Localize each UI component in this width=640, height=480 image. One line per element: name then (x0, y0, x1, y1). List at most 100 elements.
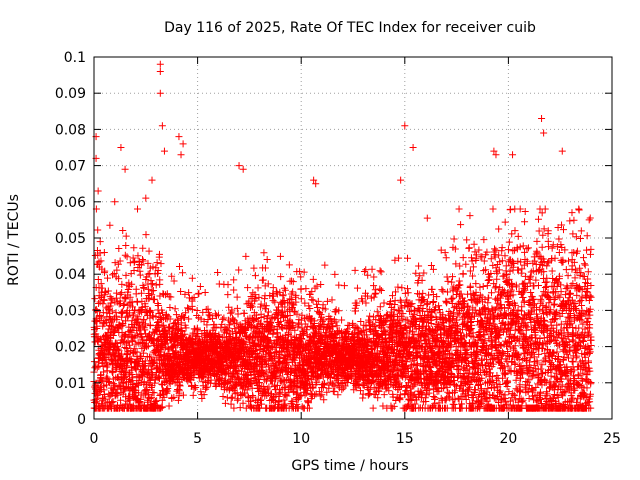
background-point (120, 387, 128, 395)
background-point (103, 274, 111, 282)
background-point (139, 244, 147, 252)
background-point (98, 376, 106, 384)
background-point (113, 316, 121, 324)
background-point (104, 287, 112, 295)
background-point (118, 289, 126, 297)
background-point (113, 289, 121, 297)
background-point (124, 286, 132, 294)
background-point (111, 259, 119, 267)
background-point (128, 317, 136, 325)
background-point (112, 390, 120, 398)
background-point (122, 232, 130, 240)
background-point (127, 357, 135, 365)
background-point (121, 251, 129, 259)
background-point (139, 256, 147, 264)
background-point (115, 381, 123, 389)
background-point (122, 271, 130, 279)
background-point (104, 361, 112, 369)
background-point (103, 373, 111, 381)
background-point (142, 320, 150, 328)
background-point (121, 367, 129, 375)
background-point (123, 253, 131, 261)
background-point (94, 276, 102, 284)
background-point (101, 267, 109, 275)
background-point (129, 254, 137, 262)
grid (94, 57, 612, 419)
background-point (94, 226, 102, 234)
data-points (90, 60, 595, 412)
background-point (140, 316, 148, 324)
background-point (141, 362, 149, 370)
background-point (114, 260, 122, 268)
background-point (139, 257, 147, 265)
background-point (137, 353, 145, 361)
background-point (106, 302, 114, 310)
background-point (122, 242, 130, 250)
background-point (99, 362, 107, 370)
background-point (91, 295, 99, 303)
background-point (116, 257, 124, 265)
background-point (128, 377, 136, 385)
background-point (125, 400, 133, 408)
background-point (120, 300, 128, 308)
background-point (122, 295, 130, 303)
background-point (119, 301, 127, 309)
background-point (134, 298, 142, 306)
background-point (130, 311, 138, 319)
background-point (133, 348, 141, 356)
background-point (133, 331, 141, 339)
background-point (115, 275, 123, 283)
background-point (97, 257, 105, 265)
background-point (137, 289, 145, 297)
background-point (136, 271, 144, 279)
background-point (100, 390, 108, 398)
background-point (113, 266, 121, 274)
background-point (124, 312, 132, 320)
background-point (116, 290, 124, 298)
background-point (126, 293, 134, 301)
background-point (130, 266, 138, 274)
background-point (130, 244, 138, 252)
background-point (122, 373, 130, 381)
background-point (101, 289, 109, 297)
background-point (108, 307, 116, 315)
background-point (99, 300, 107, 308)
background-point (129, 374, 137, 382)
background-point (125, 341, 133, 349)
background-point (93, 308, 101, 316)
background-point (141, 326, 149, 334)
background-point (105, 306, 113, 314)
background-point (115, 245, 123, 253)
background-point (93, 364, 101, 372)
background-point (141, 302, 149, 310)
background-point (138, 303, 146, 311)
background-point (121, 343, 129, 351)
background-point (109, 398, 117, 406)
background-point (119, 308, 127, 316)
background-point (96, 249, 104, 257)
background-point (107, 295, 115, 303)
background-point (108, 271, 116, 279)
background-point (100, 368, 108, 376)
background-point (119, 227, 127, 235)
background-point (98, 284, 106, 292)
background-point (105, 379, 113, 387)
background-point (128, 280, 136, 288)
background-point (140, 284, 148, 292)
background-point (137, 261, 145, 269)
background-point (134, 252, 142, 260)
background-point (97, 314, 105, 322)
background-point (122, 317, 130, 325)
background-point (105, 377, 113, 385)
background-point (101, 395, 109, 403)
background-point (139, 349, 147, 357)
background-point (123, 313, 131, 321)
background-point (128, 371, 136, 379)
background-point (97, 280, 105, 288)
background-point (118, 280, 126, 288)
background-point (106, 221, 114, 229)
background-point (132, 285, 140, 293)
background-point (142, 231, 150, 239)
background-point (98, 378, 106, 386)
